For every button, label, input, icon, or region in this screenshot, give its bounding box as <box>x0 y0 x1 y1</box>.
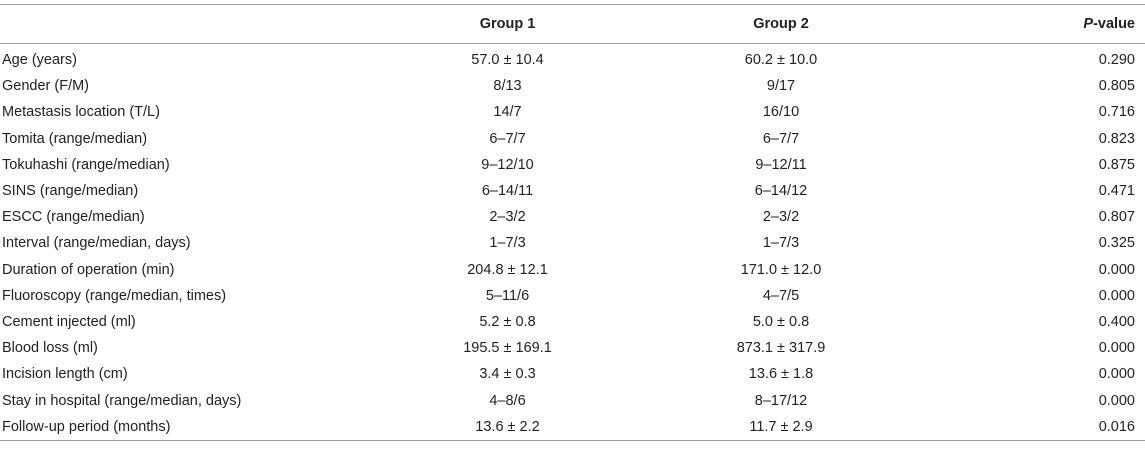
group-2-cell: 60.2 ± 10.0 <box>744 52 818 69</box>
group-1-cell: 2–3/2 <box>489 209 526 226</box>
group-1-cell: 9–12/10 <box>481 156 534 173</box>
row-label-cell: Blood loss (ml) <box>2 340 98 357</box>
table-row: Tomita (range/median) 6–7/7 6–7/7 0.823 <box>0 126 1145 152</box>
group-2-cell: 13.6 ± 1.8 <box>748 366 814 383</box>
p-value-cell: 0.400 <box>1098 313 1135 330</box>
row-label-cell: Metastasis location (T/L) <box>2 104 160 121</box>
row-label-cell: Fluoroscopy (range/median, times) <box>2 287 227 304</box>
group-2-cell: 11.7 ± 2.9 <box>749 418 813 435</box>
group-1-cell: 195.5 ± 169.1 <box>463 340 552 357</box>
group-2-cell: 9–12/11 <box>755 156 807 173</box>
group-2-cell: 5.0 ± 0.8 <box>752 313 810 330</box>
row-label-cell: Gender (F/M) <box>2 78 90 95</box>
table-body: Age (years) 57.0 ± 10.4 60.2 ± 10.0 0.290 Ge… <box>0 44 1145 441</box>
group-1-cell: 8/13 <box>493 78 522 95</box>
group-2-cell: 6–7/7 <box>762 130 800 147</box>
row-label-cell: SINS (range/median) <box>2 183 139 200</box>
p-value-cell: 0.875 <box>1098 156 1135 173</box>
group-2-cell: 9/17 <box>766 78 796 95</box>
group-2-cell: 1–7/3 <box>762 235 800 252</box>
table-row: Follow-up period (months) 13.6 ± 2.2 11.7 … <box>0 414 1145 441</box>
p-value-cell: 0.805 <box>1098 78 1135 95</box>
table-row: ESCC (range/median) 2–3/2 2–3/2 0.807 <box>0 204 1145 230</box>
comparison-table: Group 1 Group 2 P-value Age (years) 57.0 … <box>0 4 1145 441</box>
group-1-cell: 6–7/7 <box>489 130 526 147</box>
table-row: Stay in hospital (range/median, days) 4–8… <box>0 387 1145 413</box>
group-1-cell: 1–7/3 <box>489 235 526 252</box>
p-value-cell: 0.823 <box>1098 130 1135 147</box>
p-value-cell: 0.000 <box>1098 287 1135 304</box>
group-1-cell: 5–11/6 <box>485 287 530 304</box>
group-1-cell: 3.4 ± 0.3 <box>479 366 536 383</box>
row-label-cell: Tokuhashi (range/median) <box>2 156 170 173</box>
group-2-cell: 8–17/12 <box>754 392 808 409</box>
header-label-blank <box>0 5 370 44</box>
group-2-cell: 16/10 <box>762 104 800 121</box>
group-2-cell: 2–3/2 <box>762 209 800 226</box>
group-2-cell: 6–14/12 <box>754 183 808 200</box>
table-row: Metastasis location (T/L) 14/7 16/10 0.716 <box>0 99 1145 125</box>
row-label-cell: Cement injected (ml) <box>2 313 136 330</box>
group-2-cell: 4–7/5 <box>762 287 800 304</box>
p-value-cell: 0.325 <box>1098 235 1135 252</box>
table-row: SINS (range/median) 6–14/11 6–14/12 0.471 <box>0 178 1145 204</box>
header-p-value: P-value <box>917 5 1145 44</box>
table-row: Fluoroscopy (range/median, times) 5–11/6 4… <box>0 283 1145 309</box>
row-label-cell: Incision length (cm) <box>2 366 128 383</box>
p-value-cell: 0.716 <box>1098 104 1135 121</box>
table-row: Interval (range/median, days) 1–7/3 1–7/3 0… <box>0 230 1145 256</box>
p-value-cell: 0.807 <box>1098 209 1135 226</box>
p-value-cell: 0.000 <box>1098 261 1135 278</box>
header-group-1: Group 1 <box>479 16 536 32</box>
table-header: Group 1 Group 2 P-value <box>0 4 1145 44</box>
row-label-cell: Duration of operation (min) <box>2 261 175 278</box>
group-1-cell: 4–8/6 <box>489 392 526 409</box>
table-row: Duration of operation (min) 204.8 ± 12.1 1… <box>0 257 1145 283</box>
row-label-cell: Interval (range/median, days) <box>2 235 191 252</box>
header-group-2: Group 2 <box>753 16 809 32</box>
group-1-cell: 14/7 <box>493 104 522 121</box>
table-row: Blood loss (ml) 195.5 ± 169.1 873.1 ± 317.… <box>0 335 1145 361</box>
table-row: Age (years) 57.0 ± 10.4 60.2 ± 10.0 0.290 <box>0 44 1145 74</box>
row-label-cell: Stay in hospital (range/median, days) <box>2 392 242 409</box>
group-2-cell: 873.1 ± 317.9 <box>736 340 826 357</box>
p-value-cell: 0.016 <box>1098 418 1135 435</box>
table-row: Tokuhashi (range/median) 9–12/10 9–12/11 0.… <box>0 152 1145 178</box>
table-row: Incision length (cm) 3.4 ± 0.3 13.6 ± 1.8 0… <box>0 361 1145 387</box>
table-row: Gender (F/M) 8/13 9/17 0.805 <box>0 73 1145 99</box>
group-1-cell: 57.0 ± 10.4 <box>471 52 544 69</box>
table-row: Cement injected (ml) 5.2 ± 0.8 5.0 ± 0.8 0.… <box>0 309 1145 335</box>
row-label-cell: Tomita (range/median) <box>2 130 148 147</box>
header-row: Group 1 Group 2 P-value <box>0 4 1145 44</box>
row-label-cell: ESCC (range/median) <box>2 209 145 226</box>
p-value-cell: 0.000 <box>1098 392 1135 409</box>
group-1-cell: 5.2 ± 0.8 <box>479 313 536 330</box>
row-label-cell: Age (years) <box>2 52 77 69</box>
header-p-letter: P <box>1083 16 1094 32</box>
group-1-cell: 204.8 ± 12.1 <box>467 261 548 278</box>
group-2-cell: 171.0 ± 12.0 <box>740 261 822 278</box>
row-label-cell: Follow-up period (months) <box>2 418 171 435</box>
p-value-cell: 0.000 <box>1098 340 1135 357</box>
header-p-suffix: -value <box>1093 16 1135 32</box>
group-1-cell: 6–14/11 <box>481 183 534 200</box>
p-value-cell: 0.471 <box>1098 183 1135 200</box>
p-value-cell: 0.290 <box>1098 52 1135 69</box>
group-1-cell: 13.6 ± 2.2 <box>475 418 540 435</box>
p-value-cell: 0.000 <box>1098 366 1135 383</box>
